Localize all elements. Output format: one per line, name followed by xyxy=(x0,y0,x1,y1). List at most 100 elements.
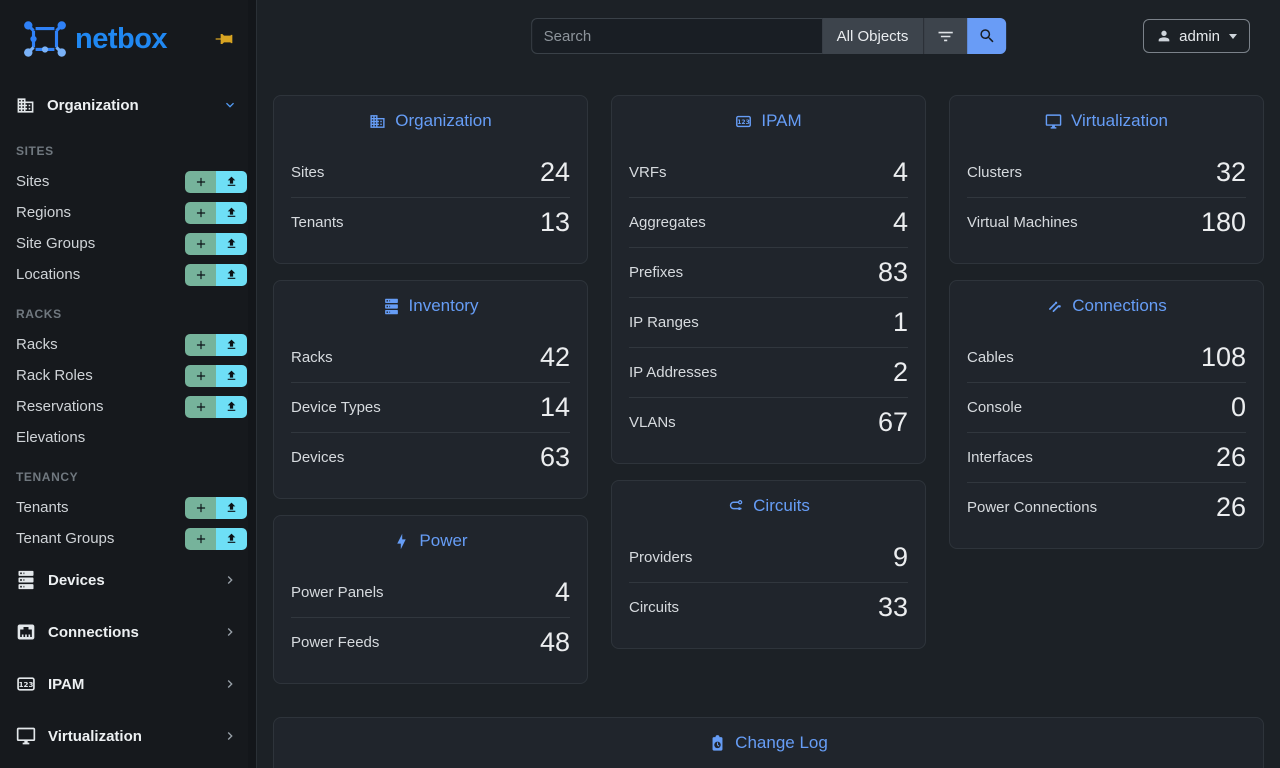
add-button[interactable] xyxy=(185,333,216,356)
stat-label-link[interactable]: Interfaces xyxy=(967,449,1033,466)
stat-label-link[interactable]: Device Types xyxy=(291,399,381,416)
search-button[interactable] xyxy=(967,18,1007,54)
card-title-link[interactable]: 123 IPAM xyxy=(735,111,802,131)
stat-value-link[interactable]: 24 xyxy=(539,156,570,187)
stat-row: Tenants 13 xyxy=(291,197,570,247)
add-button[interactable] xyxy=(185,263,216,286)
stat-value-link[interactable]: 108 xyxy=(1200,341,1246,372)
add-button[interactable] xyxy=(185,201,216,224)
card-title-link[interactable]: Virtualization xyxy=(1045,111,1168,131)
sidebar-item-connections[interactable]: Connections xyxy=(0,606,256,658)
stat-label-link[interactable]: Tenants xyxy=(291,214,344,231)
card-title-link[interactable]: Connections xyxy=(1046,296,1167,316)
stat-label-link[interactable]: Sites xyxy=(291,163,325,181)
stat-label-link[interactable]: Clusters xyxy=(967,163,1023,181)
sidebar-nav: Organization SITES Sites Regions Site Group… xyxy=(0,83,256,762)
sidebar-item-tenant-groups[interactable]: Tenant Groups xyxy=(0,523,256,554)
sidebar-item-virtualization[interactable]: Virtualization xyxy=(0,710,256,762)
pin-icon xyxy=(215,34,233,44)
stat-value-link[interactable]: 2 xyxy=(892,357,908,387)
import-button[interactable] xyxy=(216,395,247,418)
stat-row: Device Types 14 xyxy=(291,382,570,432)
stat-value-link[interactable]: 26 xyxy=(1215,442,1246,472)
sidebar-item-label: Virtualization xyxy=(48,727,142,745)
stat-row: Providers 9 xyxy=(629,532,908,582)
stat-value-link[interactable]: 67 xyxy=(877,407,908,437)
import-button[interactable] xyxy=(216,263,247,286)
stat-value-link[interactable]: 13 xyxy=(539,207,570,237)
stat-label-link[interactable]: Racks xyxy=(291,348,333,366)
card-title-link[interactable]: Power xyxy=(393,531,468,551)
stat-value-link[interactable]: 33 xyxy=(877,592,908,622)
card-column: Organization Sites 24 Tenants 13 Inventory Rac… xyxy=(273,95,588,684)
pin-sidebar-button[interactable] xyxy=(212,27,236,51)
stat-label-link[interactable]: Power Connections xyxy=(967,499,1098,516)
stat-label-link[interactable]: IP Addresses xyxy=(629,364,718,381)
filter-button[interactable] xyxy=(923,18,968,54)
stat-label-link[interactable]: Power Feeds xyxy=(291,634,380,651)
stat-label-link[interactable]: Providers xyxy=(629,548,693,566)
sidebar-item-organization[interactable]: Organization xyxy=(0,83,256,127)
sidebar-item-locations[interactable]: Locations xyxy=(0,259,256,290)
stat-label-link[interactable]: VRFs xyxy=(629,163,667,181)
sidebar-item-rack-roles[interactable]: Rack Roles xyxy=(0,360,256,391)
import-button[interactable] xyxy=(216,496,247,519)
import-button[interactable] xyxy=(216,201,247,224)
import-button[interactable] xyxy=(216,527,247,550)
stat-label-link[interactable]: Prefixes xyxy=(629,264,684,281)
sidebar-item-racks[interactable]: Racks xyxy=(0,329,256,360)
stat-label-link[interactable]: Cables xyxy=(967,348,1014,366)
add-button[interactable] xyxy=(185,496,216,519)
stat-label-link[interactable]: Power Panels xyxy=(291,583,384,601)
stat-value-link[interactable]: 26 xyxy=(1215,492,1246,522)
stat-label-link[interactable]: Devices xyxy=(291,449,345,466)
sidebar-item-reservations[interactable]: Reservations xyxy=(0,391,256,422)
stat-label-link[interactable]: Console xyxy=(967,399,1023,416)
stat-value-link[interactable]: 4 xyxy=(554,576,570,607)
stat-label-link[interactable]: Virtual Machines xyxy=(967,214,1078,231)
stat-label-link[interactable]: VLANs xyxy=(629,414,676,431)
card-title-link[interactable]: Inventory xyxy=(383,296,478,316)
stat-value-link[interactable]: 180 xyxy=(1200,207,1246,237)
upload-icon xyxy=(227,339,236,349)
sidebar-item-devices[interactable]: Devices xyxy=(0,554,256,606)
stat-value-link[interactable]: 32 xyxy=(1215,156,1246,187)
add-button[interactable] xyxy=(185,527,216,550)
sidebar-item-elevations[interactable]: Elevations xyxy=(0,422,256,453)
stat-row: IP Addresses 2 xyxy=(629,347,908,397)
import-button[interactable] xyxy=(216,232,247,255)
counter-icon: 123 xyxy=(736,115,752,127)
stat-value-link[interactable]: 0 xyxy=(1230,392,1246,422)
stat-value-link[interactable]: 4 xyxy=(892,156,908,187)
stat-label-link[interactable]: Aggregates xyxy=(629,214,706,231)
card-title-link[interactable]: Organization xyxy=(369,111,492,131)
card-title-link[interactable]: Circuits xyxy=(727,496,810,516)
stat-value-link[interactable]: 42 xyxy=(539,341,570,372)
stat-value-link[interactable]: 83 xyxy=(877,257,908,287)
sidebar-item-sites[interactable]: Sites xyxy=(0,166,256,197)
stat-value-link[interactable]: 63 xyxy=(539,442,570,472)
add-button[interactable] xyxy=(185,232,216,255)
stat-label-link[interactable]: Circuits xyxy=(629,599,680,616)
add-button[interactable] xyxy=(185,170,216,193)
add-button[interactable] xyxy=(185,364,216,387)
add-button[interactable] xyxy=(185,395,216,418)
sidebar-item-site-groups[interactable]: Site Groups xyxy=(0,228,256,259)
import-button[interactable] xyxy=(216,364,247,387)
sidebar-item-ipam[interactable]: 123 IPAM xyxy=(0,658,256,710)
stat-value-link[interactable]: 1 xyxy=(892,307,908,337)
stat-label-link[interactable]: IP Ranges xyxy=(629,314,699,331)
stat-value-link[interactable]: 14 xyxy=(539,392,570,422)
search-input[interactable] xyxy=(530,18,822,54)
netbox-logo[interactable]: netbox xyxy=(22,18,168,60)
stat-value-link[interactable]: 48 xyxy=(539,627,570,657)
stat-value-link[interactable]: 4 xyxy=(892,207,908,237)
stat-value-link[interactable]: 9 xyxy=(892,541,908,572)
import-button[interactable] xyxy=(216,333,247,356)
sidebar-item-tenants[interactable]: Tenants xyxy=(0,492,256,523)
import-button[interactable] xyxy=(216,170,247,193)
user-menu-button[interactable]: admin xyxy=(1143,19,1250,53)
sidebar-item-regions[interactable]: Regions xyxy=(0,197,256,228)
search-scope-select[interactable]: All Objects xyxy=(821,18,924,54)
changelog-title-link[interactable]: Change Log xyxy=(709,733,828,753)
